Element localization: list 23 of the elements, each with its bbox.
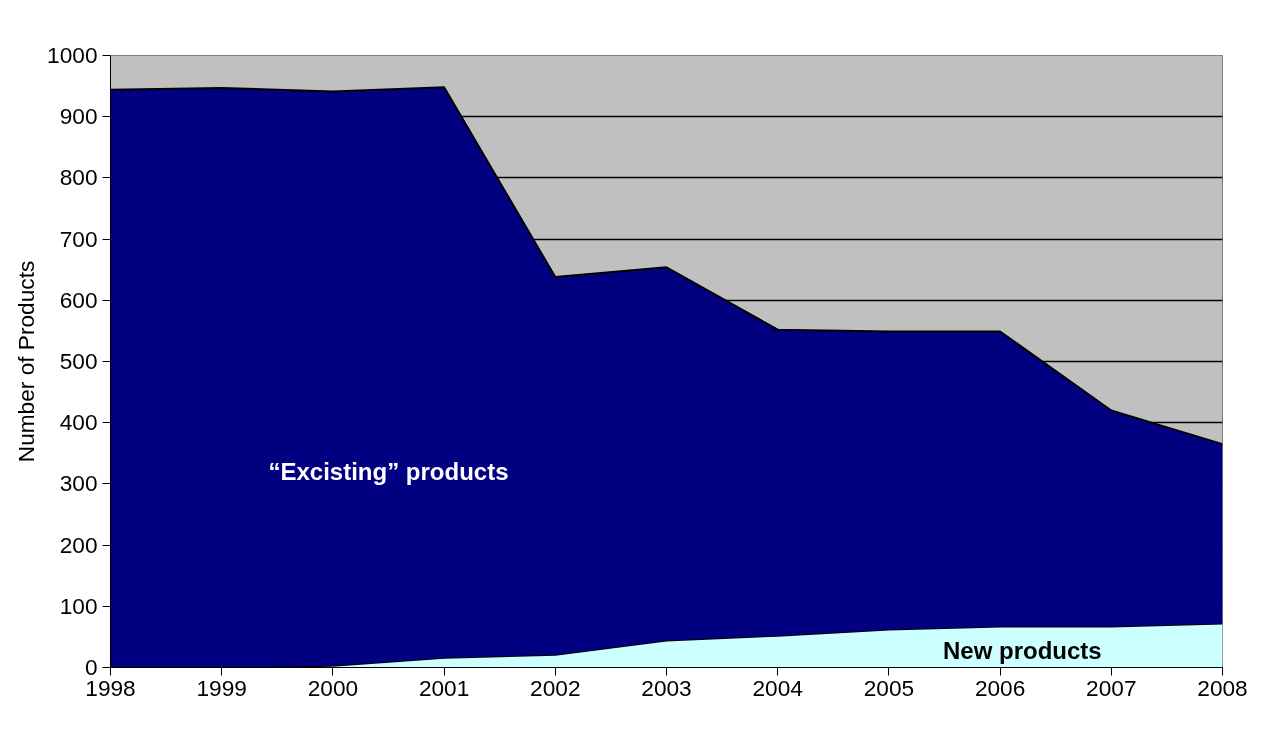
- x-tick-label: 1999: [196, 674, 247, 701]
- x-tick-label: 2004: [752, 674, 803, 701]
- y-tick-label: 900: [59, 103, 98, 130]
- x-tick-label: 2008: [1197, 674, 1248, 701]
- x-tick-label: 2005: [863, 674, 915, 701]
- y-tick-label: 600: [59, 286, 98, 313]
- x-tick-label: 2003: [641, 674, 692, 701]
- y-tick-label: 700: [59, 225, 98, 252]
- y-tick-label: 1000: [47, 42, 98, 68]
- x-tick-label: 2001: [418, 674, 470, 701]
- y-axis-title: Number of Products: [13, 260, 40, 463]
- y-tick-label: 100: [59, 592, 98, 619]
- series-label: New products: [943, 636, 1102, 664]
- y-tick-label: 200: [59, 531, 98, 558]
- y-tick-label: 300: [59, 470, 98, 497]
- x-tick-label: 2007: [1086, 674, 1137, 701]
- x-tick-label: 2000: [307, 674, 359, 701]
- y-tick-label: 400: [59, 409, 98, 436]
- x-tick-label: 2002: [530, 674, 581, 701]
- x-tick-label: 2006: [974, 674, 1026, 701]
- series-label: “Excisting” products: [268, 458, 509, 486]
- y-tick-label: 500: [59, 348, 98, 374]
- y-tick-label: 800: [59, 164, 98, 191]
